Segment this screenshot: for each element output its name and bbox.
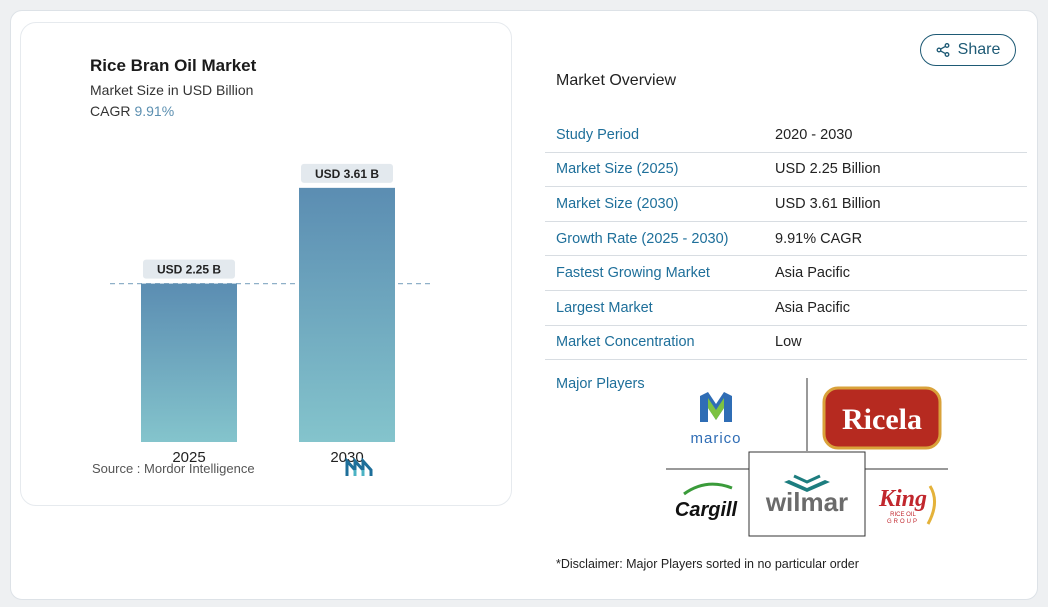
overview-row: Market Size (2030) USD 3.61 Billion [545,187,1027,222]
cagr-label: CAGR [90,103,131,119]
overview-value: Asia Pacific [775,265,850,282]
overview-row: Growth Rate (2025 - 2030) 9.91% CAGR [545,222,1027,257]
overview-row: Study Period 2020 - 2030 [545,118,1027,153]
source-label: Source : [92,461,141,476]
chart-subtitle: Market Size in USD Billion [90,82,254,98]
overview-label[interactable]: Market Size (2030) [556,195,679,212]
chart-cagr: CAGR 9.91% [90,103,174,119]
overview-label[interactable]: Largest Market [556,299,653,316]
svg-text:marico: marico [690,430,741,447]
overview-row: Market Concentration Low [545,326,1027,361]
overview-row: Largest Market Asia Pacific [545,291,1027,326]
overview-label[interactable]: Market Size (2025) [556,161,679,178]
share-label: Share [957,41,1001,58]
major-players-label[interactable]: Major Players [556,376,645,392]
cagr-value: 9.91% [134,103,175,119]
svg-text:wilmar: wilmar [765,487,848,517]
disclaimer: *Disclaimer: Major Players sorted in no … [556,557,859,571]
overview-value: Low [775,334,802,351]
svg-text:Ricela: Ricela [842,403,922,436]
overview-table: Study Period 2020 - 2030 Market Size (202… [545,118,1027,361]
overview-row: Fastest Growing Market Asia Pacific [545,256,1027,291]
overview-value: 9.91% CAGR [775,230,863,247]
overview-label[interactable]: Fastest Growing Market [556,265,710,282]
overview-title: Market Overview [556,72,677,89]
data-label: USD 3.61 B [315,167,379,181]
chart-card [20,22,512,506]
svg-text:RICE OIL: RICE OIL [890,512,916,518]
king-logo[interactable]: King RICE OIL GROUP [878,485,936,525]
bar-2025 [141,283,237,442]
cargill-logo[interactable]: Cargill [675,482,738,521]
overview-label[interactable]: Growth Rate (2025 - 2030) [556,230,729,247]
data-label: USD 2.25 B [157,263,221,277]
mordor-logo [345,458,373,476]
overview-value: USD 3.61 Billion [775,195,881,212]
source-value: Mordor Intelligence [144,461,255,476]
overview-label[interactable]: Study Period [556,126,640,143]
svg-text:King: King [878,486,927,512]
bar-2030 [299,187,395,442]
major-players-logos: marico Ricela Cargill wilmar King RICE O… [666,378,948,537]
share-button[interactable]: Share [920,34,1016,66]
data-label-box [143,259,235,279]
share-icon [936,43,950,57]
overview-row: Market Size (2025) USD 2.25 Billion [545,153,1027,188]
data-label-box [301,163,393,183]
x-tick-label: 2025 [172,449,205,466]
ricela-logo[interactable]: Ricela [822,386,942,450]
wilmar-logo[interactable]: wilmar [765,474,848,517]
chart-title: Rice Bran Oil Market [90,56,257,75]
svg-text:GROUP: GROUP [887,519,919,525]
svg-text:Cargill: Cargill [675,499,738,521]
chart-source: Source : Mordor Intelligence [92,461,255,476]
overview-label[interactable]: Market Concentration [556,334,695,351]
overview-value: 2020 - 2030 [775,126,853,143]
overview-value: Asia Pacific [775,299,850,316]
marico-logo[interactable]: marico [690,392,741,447]
overview-value: USD 2.25 Billion [775,161,881,178]
